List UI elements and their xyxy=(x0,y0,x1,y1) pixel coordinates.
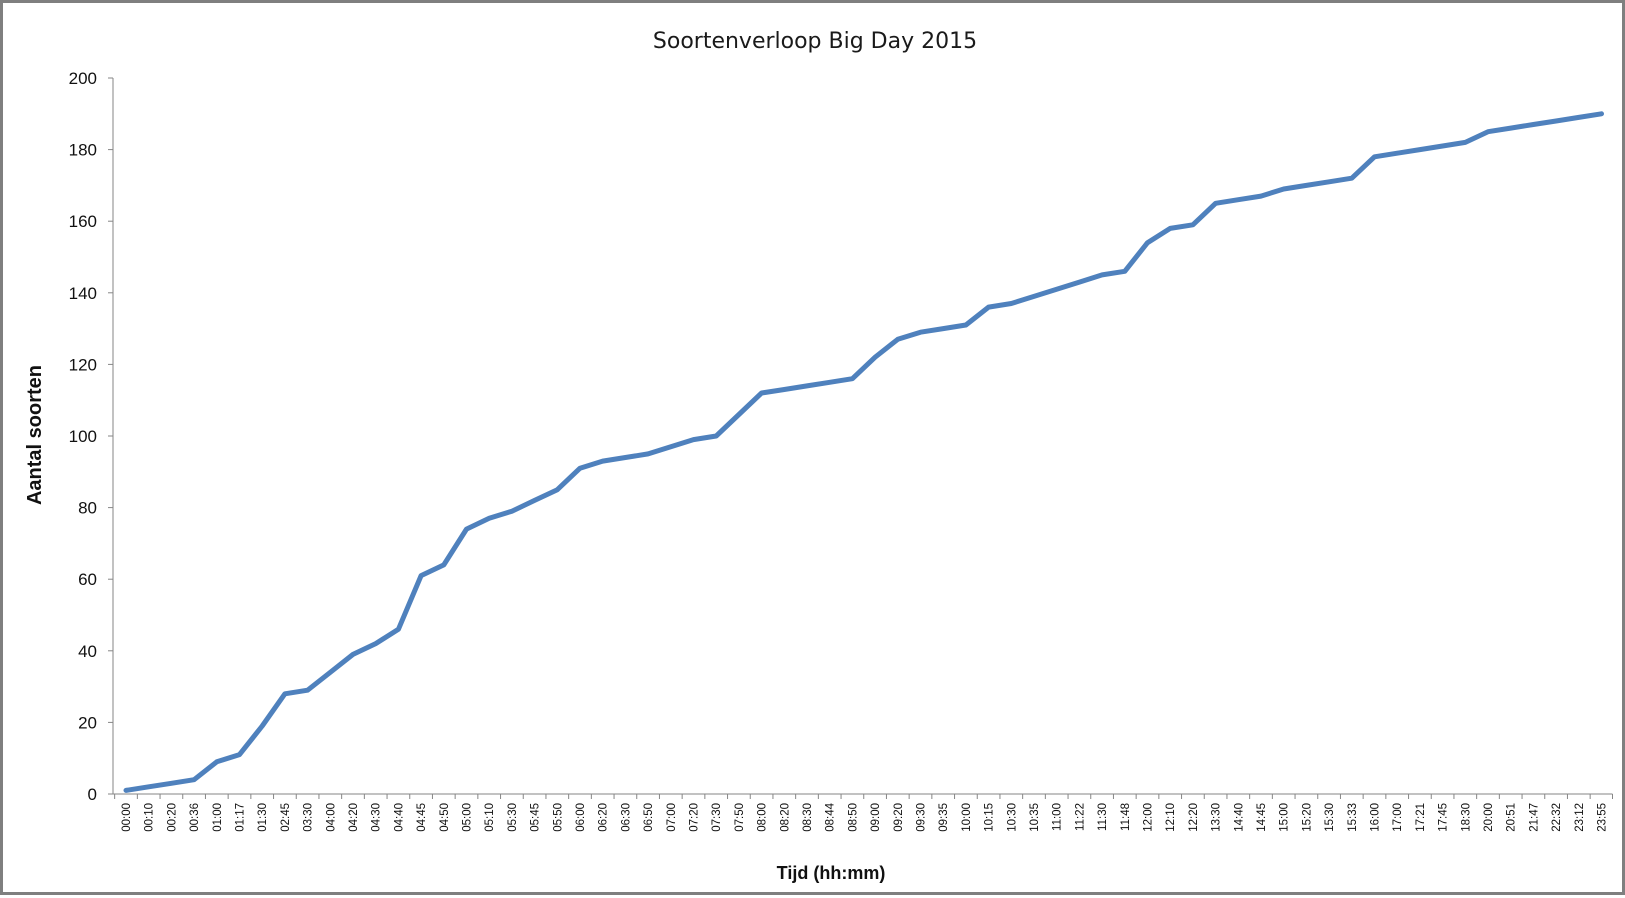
x-tick-label: 14:45 xyxy=(1256,803,1268,832)
x-tick-label: 04:00 xyxy=(325,803,337,832)
x-tick-label: 17:21 xyxy=(1415,803,1427,832)
line-chart: Soortenverloop Big Day 2015 Aantal soort… xyxy=(24,29,1613,883)
x-tick-label: 10:30 xyxy=(1006,803,1018,832)
x-tick-labels: 00:00 00:10 00:20 00:36 01:00 01:17 01:30 02:45… xyxy=(121,802,1609,831)
x-tick-label: 04:50 xyxy=(439,803,451,832)
x-tick-label: 04:30 xyxy=(371,803,383,832)
x-tick-label: 23:12 xyxy=(1574,803,1586,832)
x-tick-label: 06:20 xyxy=(598,803,610,832)
x-tick-label: 08:30 xyxy=(802,803,814,832)
x-tick-label: 05:30 xyxy=(507,803,519,832)
series-line xyxy=(123,111,1604,793)
series-group xyxy=(123,111,1604,793)
x-tick-label: 01:17 xyxy=(235,803,247,832)
x-tick-label: 07:50 xyxy=(734,803,746,832)
x-tick-label: 09:20 xyxy=(893,803,905,832)
x-tick-label: 11:30 xyxy=(1097,803,1109,831)
x-tick-label: 18:30 xyxy=(1460,803,1472,832)
y-tick-label: 80 xyxy=(78,499,97,518)
x-tick-label: 01:00 xyxy=(212,803,224,832)
x-tick-label: 12:10 xyxy=(1165,803,1177,832)
x-tick-label: 12:20 xyxy=(1188,803,1200,832)
x-tick-label: 15:00 xyxy=(1279,803,1291,832)
x-tick-label: 05:45 xyxy=(530,803,542,832)
x-tick-label: 09:30 xyxy=(916,803,928,832)
x-tick-label: 16:00 xyxy=(1370,803,1382,832)
x-tick-label: 04:20 xyxy=(348,803,360,832)
y-tick-label: 40 xyxy=(78,642,97,661)
x-tick-label: 04:45 xyxy=(416,803,428,832)
x-tick-label: 03:30 xyxy=(303,803,315,832)
x-tick-label: 23:55 xyxy=(1597,803,1609,832)
x-tick-label: 06:30 xyxy=(620,803,632,832)
x-tick-label: 17:45 xyxy=(1438,803,1450,832)
x-tick-label: 07:30 xyxy=(711,803,723,832)
x-tick-label: 05:00 xyxy=(462,803,474,832)
x-tick-label: 21:47 xyxy=(1528,803,1540,832)
x-tick-label: 10:00 xyxy=(961,803,973,832)
y-tick-label: 200 xyxy=(69,69,97,88)
y-tick-label: 180 xyxy=(69,141,97,160)
y-axis-label: Aantal soorten xyxy=(24,365,46,505)
x-tick-label: 00:00 xyxy=(121,803,133,832)
x-tick-label: 15:33 xyxy=(1347,803,1359,832)
x-tick-label: 00:10 xyxy=(144,803,156,832)
x-tick-label: 07:00 xyxy=(666,803,678,832)
x-tick-label: 20:51 xyxy=(1506,803,1518,832)
x-tick-label: 07:20 xyxy=(689,803,701,832)
y-tick-label: 20 xyxy=(78,713,97,732)
x-tick-label: 14:40 xyxy=(1233,803,1245,832)
x-tick-label: 01:30 xyxy=(257,803,269,832)
x-tick-label: 10:35 xyxy=(1029,803,1041,832)
axes xyxy=(108,77,1613,799)
x-tick-label: 06:00 xyxy=(575,803,587,832)
x-tick-label: 15:20 xyxy=(1301,803,1313,832)
y-tick-label: 160 xyxy=(69,212,97,231)
x-tick-label: 13:30 xyxy=(1211,803,1223,832)
x-tick-label: 06:50 xyxy=(643,803,655,832)
x-tick-label: 08:00 xyxy=(757,803,769,832)
x-axis-label: Tijd (hh:mm) xyxy=(777,863,886,883)
x-tick-label: 09:00 xyxy=(870,803,882,832)
y-tick-label: 140 xyxy=(69,284,97,303)
x-tick-label: 08:44 xyxy=(825,802,837,831)
y-tick-label: 100 xyxy=(69,427,97,446)
x-tick-label: 08:50 xyxy=(847,803,859,832)
x-tick-label: 10:15 xyxy=(984,803,996,832)
x-tick-label: 00:36 xyxy=(189,803,201,832)
y-tick-label: 120 xyxy=(69,355,97,374)
x-tick-label: 09:35 xyxy=(938,803,950,832)
x-tick-label: 15:30 xyxy=(1324,803,1336,832)
x-tick-label: 04:40 xyxy=(393,803,405,832)
y-tick-label: 0 xyxy=(88,785,97,804)
y-tick-labels: 0 20 40 60 80 100 120 140 160 180 200 xyxy=(69,69,97,804)
x-tick-label: 05:50 xyxy=(552,803,564,832)
x-tick-label: 11:48 xyxy=(1120,803,1132,831)
y-tick-label: 60 xyxy=(78,570,97,589)
x-tick-label: 11:22 xyxy=(1074,803,1086,831)
x-tick-label: 12:00 xyxy=(1143,803,1155,832)
x-tick-label: 05:10 xyxy=(484,803,496,832)
x-tick-label: 22:32 xyxy=(1551,803,1563,832)
x-tick-label: 02:45 xyxy=(280,803,292,832)
x-tick-label: 20:00 xyxy=(1483,803,1495,832)
chart-title: Soortenverloop Big Day 2015 xyxy=(653,29,977,54)
x-tick-label: 17:00 xyxy=(1392,803,1404,832)
x-tick-label: 00:20 xyxy=(166,803,178,832)
x-tick-label: 11:00 xyxy=(1052,803,1064,831)
x-tick-label: 08:20 xyxy=(779,803,791,832)
